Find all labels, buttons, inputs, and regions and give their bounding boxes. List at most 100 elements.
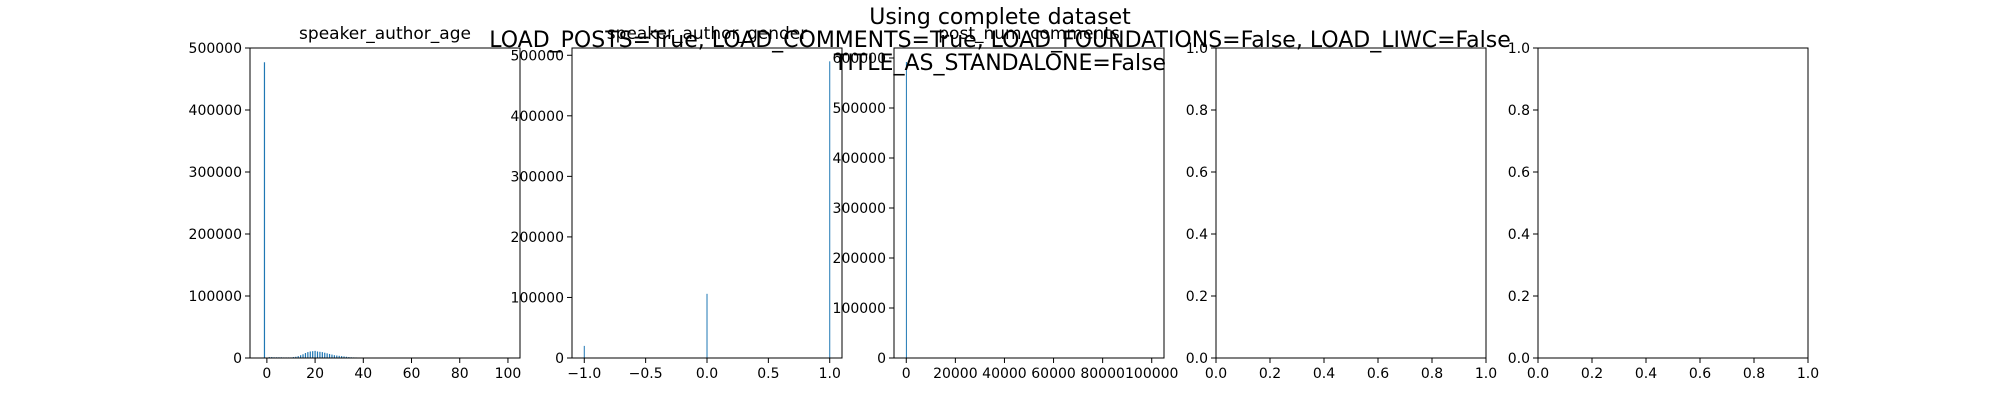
x-tick-label: 60000 [1031, 366, 1076, 382]
subplot-title: speaker_author_age [299, 24, 471, 44]
y-tick-label: 500000 [511, 48, 564, 64]
y-tick-label: 400000 [189, 103, 242, 119]
x-tick-label: 40 [354, 366, 372, 382]
y-tick-label: 0.2 [1508, 289, 1530, 305]
histogram-bar [336, 355, 338, 358]
x-tick-label: 20 [306, 366, 324, 382]
x-axis-ticks: 0.0 0.2 0.4 0.6 0.8 1.0 [1205, 358, 1497, 382]
x-tick-label: 0.4 [1313, 366, 1335, 382]
histogram-bar [905, 62, 907, 358]
x-tick-label: 0.6 [1367, 366, 1389, 382]
x-tick-label: 100 [495, 366, 522, 382]
y-tick-label: 200000 [511, 230, 564, 246]
histogram-bar [304, 353, 307, 358]
x-tick-label: −1.0 [567, 366, 601, 382]
histogram-bar [341, 356, 343, 358]
y-tick-label: 300000 [189, 165, 242, 181]
histogram-bar [338, 355, 340, 358]
axes-frame [1537, 47, 1809, 359]
subplot-title: speaker_author_gender [607, 24, 808, 44]
histogram-bars [905, 62, 907, 358]
x-tick-label: 0.2 [1259, 366, 1281, 382]
axes-frame [1215, 47, 1487, 359]
y-tick-label: 0 [233, 351, 242, 367]
x-axis-ticks: 0 20 40 60 80 100 [262, 358, 521, 382]
histogram-bar [297, 356, 299, 358]
histogram-bar [343, 356, 345, 358]
y-tick-label: 0 [555, 351, 564, 367]
y-tick-label: 200000 [833, 251, 886, 267]
x-tick-label: 0.5 [757, 366, 779, 382]
y-tick-label: 0.6 [1508, 165, 1530, 181]
histogram-bar [331, 354, 333, 358]
subplot-5: 0.0 0.2 0.4 0.6 0.8 1.0 0.0 0.2 0.4 0.6 0.8 1.0 [1508, 41, 1819, 382]
x-tick-label: 20000 [933, 366, 978, 382]
histogram-bar [583, 345, 585, 358]
histogram-bar [314, 350, 316, 358]
x-tick-label: 0.8 [1743, 366, 1765, 382]
subplot-title: post_num_comments [938, 24, 1120, 44]
suptitle-line-2: LOAD_POSTS=True, LOAD_COMMENTS=True, LOA… [489, 28, 1510, 53]
histogram-bar [321, 352, 323, 358]
figure-suptitle: Using complete dataset LOAD_POSTS=True, … [489, 5, 1510, 76]
y-tick-label: 300000 [511, 169, 564, 185]
histogram-bar [328, 353, 331, 358]
suptitle-line-1: Using complete dataset [869, 5, 1131, 30]
histogram-bar [333, 355, 335, 358]
subplot-1: 0 20 40 60 80 100 0 100000 200000 300000 400000 500… [189, 24, 522, 382]
histogram-bar [295, 356, 297, 358]
x-tick-label: 0 [902, 366, 911, 382]
histogram-bar [309, 351, 311, 358]
x-tick-label: 0.0 [1205, 366, 1227, 382]
histogram-bar [326, 353, 328, 358]
y-axis-ticks: 0.0 0.2 0.4 0.6 0.8 1.0 [1508, 41, 1538, 367]
y-tick-label: 0.4 [1186, 227, 1208, 243]
histogram-bar [312, 351, 314, 358]
x-tick-label: 0.4 [1635, 366, 1657, 382]
subplot-panels: 0 20 40 60 80 1000100000200000300000400000500… [189, 24, 1820, 382]
y-axis-ticks: 0 100000 200000 300000 400000 500000 [189, 41, 250, 367]
y-tick-label: 0 [877, 351, 886, 367]
y-tick-label: 0.8 [1508, 103, 1530, 119]
histogram-bar [324, 352, 326, 358]
histogram-bar [345, 356, 348, 358]
x-tick-label: 1.0 [1475, 366, 1497, 382]
x-tick-label: 40000 [982, 366, 1027, 382]
x-tick-label: 80 [451, 366, 469, 382]
y-tick-label: 0.0 [1508, 351, 1530, 367]
y-axis-ticks: 0.0 0.2 0.4 0.6 0.8 1.0 [1186, 41, 1216, 367]
x-tick-label: 0.8 [1421, 366, 1443, 382]
x-tick-label: 0.6 [1689, 366, 1711, 382]
x-tick-label: 0.2 [1581, 366, 1603, 382]
y-tick-label: 1.0 [1508, 41, 1530, 57]
histogram-bar [319, 351, 321, 358]
x-tick-label: 60 [403, 366, 421, 382]
histogram-bars [583, 61, 831, 358]
suptitle-line-3: TITLE_AS_STANDALONE=False [833, 51, 1166, 76]
y-axis-ticks: 0 100000 200000 300000 400000 500000 600000 [833, 51, 894, 367]
y-axis-ticks: 0 100000 200000 300000 400000 500000 [511, 48, 572, 367]
y-tick-label: 100000 [189, 289, 242, 305]
x-tick-label: 0.0 [1527, 366, 1549, 382]
y-tick-label: 0.4 [1508, 227, 1530, 243]
y-tick-label: 0.6 [1186, 165, 1208, 181]
x-axis-ticks: 0 20000 40000 60000 80000 100000 [902, 358, 1178, 382]
x-tick-label: −0.5 [629, 366, 663, 382]
x-tick-label: 1.0 [1797, 366, 1819, 382]
x-tick-label: 0 [262, 366, 271, 382]
histogram-bar [706, 293, 708, 358]
histogram-bar [302, 354, 304, 358]
y-tick-label: 0.8 [1186, 103, 1208, 119]
x-tick-label: 1.0 [819, 366, 841, 382]
x-tick-label: 100000 [1125, 366, 1178, 382]
subplot-4: 0.0 0.2 0.4 0.6 0.8 1.0 0.0 0.2 0.4 0.6 0.8 1.0 [1186, 41, 1497, 382]
x-axis-ticks: 0.0 0.2 0.4 0.6 0.8 1.0 [1527, 358, 1819, 382]
y-tick-label: 0.2 [1186, 289, 1208, 305]
y-tick-label: 500000 [833, 101, 886, 117]
histogram-bar [829, 61, 831, 358]
axes-frame [893, 47, 1165, 359]
x-axis-ticks: −1.0 −0.5 0.0 0.5 1.0 [567, 358, 841, 382]
histogram-bar [307, 352, 309, 358]
